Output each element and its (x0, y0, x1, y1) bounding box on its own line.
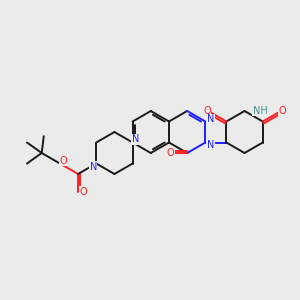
Text: O: O (59, 155, 67, 166)
Text: O: O (278, 106, 286, 116)
Text: NH: NH (253, 106, 267, 116)
Text: N: N (90, 161, 97, 172)
Text: O: O (79, 187, 87, 197)
Text: N: N (132, 134, 139, 145)
Text: N: N (207, 115, 214, 124)
Text: O: O (203, 106, 211, 116)
Text: N: N (207, 140, 214, 149)
Text: O: O (167, 148, 174, 158)
